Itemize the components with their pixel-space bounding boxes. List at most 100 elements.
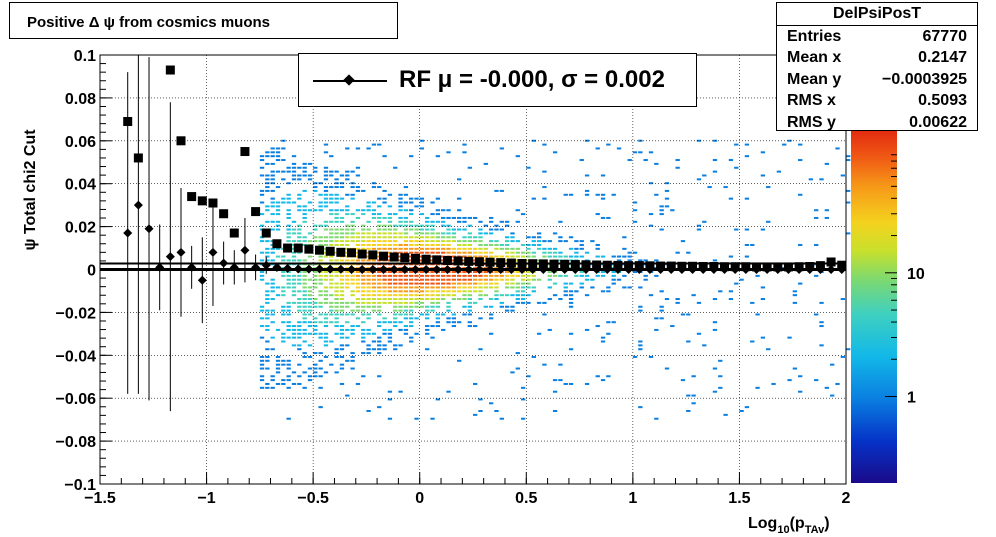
mean-point — [485, 265, 495, 274]
rms-point — [538, 259, 548, 269]
rms-point — [794, 262, 804, 272]
mean-point — [197, 275, 207, 285]
rms-point — [677, 261, 687, 271]
mean-point — [378, 265, 388, 274]
rms-point — [549, 259, 559, 269]
stats-histogram-name: DelPsiPosT — [777, 3, 977, 26]
rms-point — [378, 251, 388, 261]
y-tick-label: −0.02 — [56, 305, 97, 322]
colorbar-tick-label: 1 — [907, 390, 916, 407]
rms-point — [315, 245, 325, 255]
mean-point — [304, 264, 314, 274]
rms-point — [336, 247, 346, 257]
x-tick-label: 0 — [415, 490, 424, 507]
rms-point — [251, 207, 261, 217]
y-tick-label: −0.06 — [56, 391, 97, 408]
mean-point — [368, 265, 378, 274]
mean-point — [240, 245, 250, 255]
mean-point — [464, 265, 474, 274]
rms-point — [688, 261, 698, 271]
rms-point — [815, 261, 825, 271]
rms-point — [592, 260, 602, 270]
mean-point — [155, 262, 165, 272]
x-tick-label: 2 — [842, 490, 851, 507]
rms-point — [474, 257, 484, 267]
rms-point — [570, 260, 580, 270]
colorbar-ticks: 1 10 — [885, 154, 925, 407]
colorbar-tick-label: 10 — [907, 266, 925, 283]
rms-point — [187, 192, 197, 202]
rms-point — [368, 250, 378, 260]
legend: RF μ = -0.000, σ = 0.002 — [298, 53, 697, 107]
mean-point — [432, 265, 442, 274]
rms-point — [347, 248, 357, 258]
mean-point — [410, 265, 420, 274]
y-tick-label: −0.1 — [64, 477, 96, 494]
mean-point — [496, 265, 506, 274]
x-tick-label: −0.5 — [297, 490, 329, 507]
mean-point — [347, 265, 357, 274]
mean-point — [251, 262, 261, 272]
legend-diamond-icon — [343, 74, 355, 86]
rms-point — [410, 253, 420, 263]
mean-point — [325, 264, 335, 274]
mean-point — [474, 265, 484, 274]
x-tick-label: 0.5 — [515, 490, 537, 507]
mean-point — [187, 262, 197, 272]
y-tick-label: −0.04 — [56, 348, 97, 365]
mean-point — [336, 264, 346, 274]
x-tick-label: −1.5 — [84, 490, 116, 507]
rms-point — [560, 259, 570, 269]
rms-point — [773, 262, 783, 272]
mean-point — [826, 265, 836, 274]
rms-point — [602, 260, 612, 270]
mean-point — [176, 247, 186, 257]
rms-point — [357, 249, 367, 259]
rms-point — [837, 260, 847, 270]
rms-point — [133, 153, 143, 163]
rms-point — [325, 246, 335, 256]
mean-point — [208, 247, 218, 257]
rms-point — [517, 258, 527, 268]
y-tick-label: 0.02 — [65, 220, 96, 237]
y-tick-label: 0 — [87, 263, 96, 280]
rms-point — [506, 258, 516, 268]
rms-point — [741, 262, 751, 272]
rms-point — [283, 243, 293, 253]
axis-ticks: −1.5 −1 −0.5 0 0.5 1 1.5 2 −0.1 −0.08 −0.06 −0.04 −0… — [56, 48, 851, 507]
y-tick-label: −0.08 — [56, 434, 97, 451]
rms-point — [208, 198, 218, 208]
mean-point — [272, 262, 282, 272]
mean-point — [389, 265, 399, 274]
rms-point — [229, 228, 239, 238]
rms-point — [123, 116, 133, 126]
data-points — [123, 65, 847, 285]
x-tick-label: 1.5 — [728, 490, 750, 507]
rms-point — [826, 257, 836, 267]
rms-point — [389, 252, 399, 262]
rms-point — [613, 260, 623, 270]
stats-row: RMS y 0.00622 — [787, 113, 967, 131]
rms-point — [304, 244, 314, 254]
mean-point — [357, 265, 367, 274]
rms-point — [720, 262, 730, 272]
colorbar — [851, 131, 897, 483]
rms-point — [272, 239, 282, 249]
y-axis-title: ψ Total chi2 Cut — [22, 129, 39, 251]
y-tick-label: 0.08 — [65, 91, 96, 108]
y-tick-label: 0.1 — [74, 48, 96, 65]
rms-point — [634, 261, 644, 271]
y-tick-label: 0.04 — [65, 177, 96, 194]
mean-point — [165, 252, 175, 262]
x-tick-label: −1 — [197, 490, 215, 507]
rms-point — [176, 136, 186, 146]
rms-point — [219, 209, 229, 219]
chart-title: Positive Δ ψ from cosmics muons — [9, 2, 398, 39]
legend-entry: RF μ = -0.000, σ = 0.002 — [399, 66, 665, 93]
rms-point — [485, 257, 495, 267]
rms-point — [624, 261, 634, 271]
rms-point — [432, 255, 442, 265]
rms-point — [400, 253, 410, 263]
rms-point — [783, 262, 793, 272]
